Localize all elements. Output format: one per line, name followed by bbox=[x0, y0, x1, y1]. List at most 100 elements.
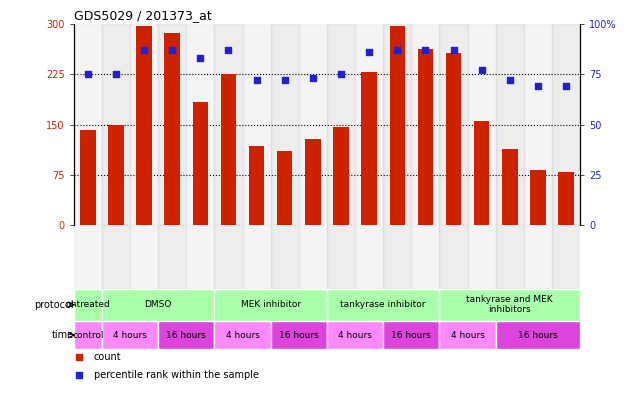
Point bbox=[420, 47, 431, 53]
Point bbox=[139, 47, 149, 53]
Bar bbox=[383, 321, 440, 349]
Point bbox=[533, 83, 543, 89]
Point bbox=[195, 55, 205, 61]
Point bbox=[392, 47, 403, 53]
Bar bbox=[495, 226, 524, 289]
Bar bbox=[467, 226, 495, 289]
Point bbox=[279, 77, 290, 83]
Bar bbox=[158, 24, 187, 226]
Bar bbox=[187, 24, 214, 226]
Point bbox=[83, 71, 93, 77]
Bar bbox=[355, 24, 383, 226]
Bar bbox=[440, 24, 467, 226]
Text: MEK inhibitor: MEK inhibitor bbox=[240, 300, 301, 309]
Point bbox=[74, 372, 84, 378]
Point bbox=[251, 77, 262, 83]
Text: 16 hours: 16 hours bbox=[392, 331, 431, 340]
Point bbox=[167, 47, 178, 53]
Bar bbox=[412, 24, 440, 226]
Text: 16 hours: 16 hours bbox=[279, 331, 319, 340]
Text: 4 hours: 4 hours bbox=[113, 331, 147, 340]
Bar bbox=[80, 130, 96, 226]
Point bbox=[561, 83, 571, 89]
Bar bbox=[130, 24, 158, 226]
Bar bbox=[502, 149, 517, 226]
Bar bbox=[187, 226, 214, 289]
Bar bbox=[495, 24, 524, 226]
Bar bbox=[271, 226, 299, 289]
Bar bbox=[242, 226, 271, 289]
Bar bbox=[383, 24, 412, 226]
Bar bbox=[362, 72, 377, 226]
Bar bbox=[305, 140, 320, 226]
Bar bbox=[440, 289, 580, 321]
Point bbox=[364, 49, 374, 55]
Bar bbox=[440, 321, 495, 349]
Bar bbox=[192, 102, 208, 226]
Bar bbox=[74, 289, 102, 321]
Point bbox=[308, 75, 318, 81]
Point bbox=[223, 47, 233, 53]
Bar bbox=[102, 321, 158, 349]
Text: protocol: protocol bbox=[34, 300, 74, 310]
Point bbox=[111, 71, 121, 77]
Bar bbox=[214, 24, 242, 226]
Text: count: count bbox=[94, 353, 122, 362]
Bar bbox=[271, 24, 299, 226]
Bar bbox=[249, 146, 264, 226]
Text: tankyrase inhibitor: tankyrase inhibitor bbox=[340, 300, 426, 309]
Bar bbox=[137, 26, 152, 226]
Bar bbox=[418, 49, 433, 226]
Text: percentile rank within the sample: percentile rank within the sample bbox=[94, 370, 259, 380]
Point bbox=[336, 71, 346, 77]
Bar bbox=[355, 226, 383, 289]
Bar bbox=[327, 289, 440, 321]
Bar bbox=[445, 53, 462, 226]
Bar bbox=[277, 151, 292, 226]
Bar bbox=[530, 170, 545, 226]
Text: DMSO: DMSO bbox=[144, 300, 172, 309]
Text: tankyrase and MEK
inhibitors: tankyrase and MEK inhibitors bbox=[467, 295, 553, 314]
Bar bbox=[158, 321, 214, 349]
Text: untreated: untreated bbox=[65, 300, 110, 309]
Bar bbox=[558, 172, 574, 226]
Bar bbox=[390, 26, 405, 226]
Bar bbox=[299, 24, 327, 226]
Bar bbox=[524, 226, 552, 289]
Bar bbox=[158, 226, 187, 289]
Bar bbox=[440, 226, 467, 289]
Bar bbox=[552, 226, 580, 289]
Bar bbox=[165, 33, 180, 226]
Bar bbox=[333, 127, 349, 226]
Text: 4 hours: 4 hours bbox=[451, 331, 485, 340]
Bar bbox=[383, 226, 412, 289]
Bar bbox=[412, 226, 440, 289]
Point bbox=[476, 67, 487, 73]
Text: time: time bbox=[51, 330, 74, 340]
Bar bbox=[242, 24, 271, 226]
Bar bbox=[495, 321, 580, 349]
Bar bbox=[214, 226, 242, 289]
Bar bbox=[524, 24, 552, 226]
Bar bbox=[130, 226, 158, 289]
Point bbox=[449, 47, 459, 53]
Bar bbox=[552, 24, 580, 226]
Bar bbox=[299, 226, 327, 289]
Text: 4 hours: 4 hours bbox=[226, 331, 260, 340]
Bar bbox=[327, 321, 383, 349]
Bar bbox=[74, 321, 102, 349]
Bar bbox=[74, 226, 102, 289]
Text: 4 hours: 4 hours bbox=[338, 331, 372, 340]
Bar bbox=[108, 125, 124, 226]
Bar bbox=[327, 226, 355, 289]
Bar bbox=[74, 24, 102, 226]
Bar bbox=[102, 226, 130, 289]
Text: control: control bbox=[72, 331, 104, 340]
Text: 16 hours: 16 hours bbox=[518, 331, 558, 340]
Bar bbox=[102, 289, 214, 321]
Bar bbox=[474, 121, 489, 226]
Bar bbox=[467, 24, 495, 226]
Text: GDS5029 / 201373_at: GDS5029 / 201373_at bbox=[74, 9, 212, 22]
Bar bbox=[327, 24, 355, 226]
Text: 16 hours: 16 hours bbox=[167, 331, 206, 340]
